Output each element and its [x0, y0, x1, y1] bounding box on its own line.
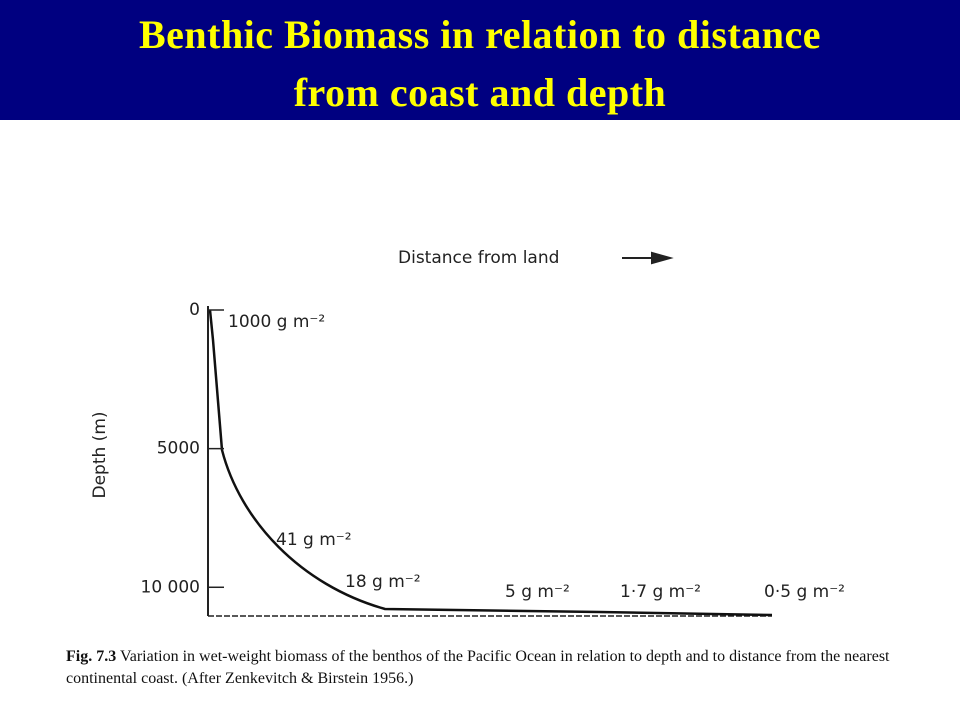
y-axis-label: Depth (m) [90, 411, 110, 498]
y-tick-label: 10 000 [141, 577, 200, 597]
annotation: 18 g m⁻² [345, 572, 421, 592]
annotation: 5 g m⁻² [505, 582, 570, 602]
annotation: 1000 g m⁻² [228, 312, 325, 332]
caption: Fig. 7.3 Variation in wet-weight biomass… [66, 646, 916, 690]
y-tick-label: 0 [189, 300, 200, 320]
y-tick-label: 5000 [157, 439, 200, 459]
annotation: 0·5 g m⁻² [764, 582, 845, 602]
arrow [622, 251, 674, 265]
annotation: 41 g m⁻² [276, 530, 352, 550]
x-axis-label: Distance from land [398, 248, 559, 268]
caption-label: Fig. 7.3 [66, 648, 117, 665]
title-band: Benthic Biomass in relation to distance … [0, 0, 960, 120]
annotation: 1·7 g m⁻² [620, 582, 701, 602]
caption-text: Variation in wet-weight biomass of the b… [66, 648, 890, 687]
slide-title: Benthic Biomass in relation to distance … [138, 12, 822, 115]
curve [208, 309, 773, 617]
